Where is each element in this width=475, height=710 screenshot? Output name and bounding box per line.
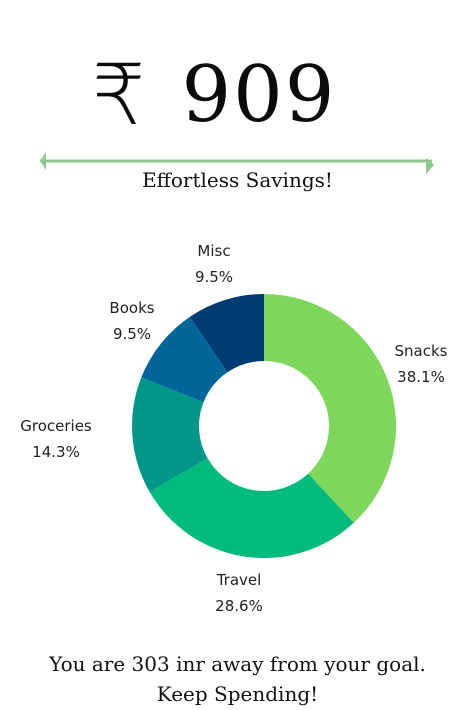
double-arrow-icon [40, 152, 434, 174]
slice-label-snacks: Snacks [395, 342, 448, 360]
spending-donut-chart: Snacks 38.1% Travel 28.6% Groceries 14.3% Book… [20, 242, 448, 615]
slice-books [141, 316, 228, 403]
slice-label-travel: Travel [216, 571, 262, 589]
slice-label-books: Books [109, 299, 154, 317]
slice-misc [189, 294, 264, 373]
slice-value-travel: 28.6% [215, 597, 263, 615]
slice-groceries [131, 377, 208, 492]
savings-amount: ₹ 909 [92, 40, 336, 150]
slice-travel [149, 458, 354, 558]
slice-value-misc: 9.5% [195, 268, 233, 286]
amount-value: 909 [181, 50, 337, 140]
slice-value-groceries: 14.3% [32, 443, 80, 461]
tagline: Effortless Savings! [142, 168, 333, 192]
slice-value-books: 9.5% [113, 325, 151, 343]
slice-value-snacks: 38.1% [397, 368, 445, 386]
slice-label-misc: Misc [197, 242, 230, 260]
call-to-action: Keep Spending! [156, 682, 319, 706]
rupee-icon: ₹ [92, 46, 146, 144]
slice-snacks [264, 294, 397, 523]
slice-label-groceries: Groceries [20, 417, 92, 435]
goal-message: You are 303 inr away from your goal. [49, 652, 426, 676]
